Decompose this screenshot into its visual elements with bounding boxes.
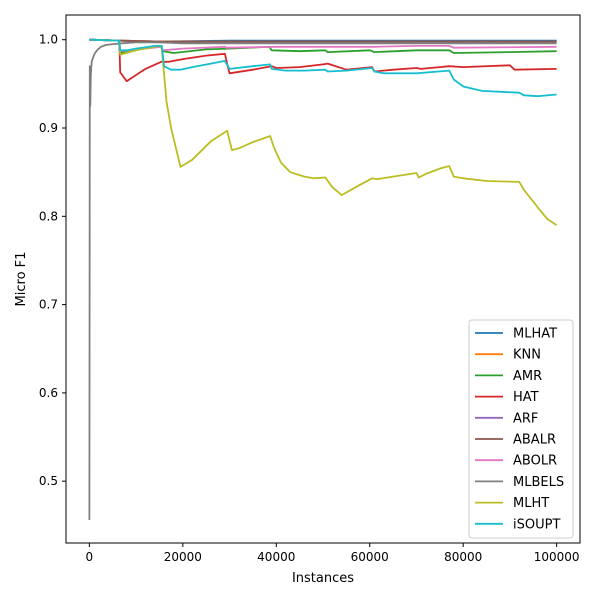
x-axis: 0 20000 40000 60000 80000 100000 (86, 543, 580, 564)
legend-label: iSOUPT (513, 517, 560, 532)
series-line-mlbels (88, 41, 557, 521)
legend-label: MLHT (513, 496, 549, 511)
x-tick-label: 100000 (534, 550, 580, 564)
legend: MLHAT KNN AMR HAT ARF ABALR ABOLR MLBELS MLHT iSO… (468, 319, 574, 539)
series-line-mlht (89, 38, 558, 226)
y-axis: 0.5 0.6 0.7 0.8 0.9 1.0 (39, 33, 66, 488)
y-tick-label: 0.5 (39, 474, 58, 488)
legend-label: HAT (513, 390, 539, 405)
x-tick-label: 60000 (351, 550, 389, 564)
legend-label: ABOLR (513, 454, 557, 469)
x-axis-label: Instances (292, 571, 354, 586)
x-tick-label: 20000 (164, 550, 202, 564)
y-tick-label: 0.9 (39, 121, 58, 135)
plot-lines (88, 38, 558, 521)
legend-label: MLHAT (513, 327, 557, 342)
series-line-isoupt (89, 38, 557, 98)
y-tick-label: 0.8 (39, 209, 58, 223)
legend-label: MLBELS (513, 475, 564, 490)
legend-label: AMR (513, 369, 542, 384)
legend-label: KNN (513, 348, 541, 363)
y-tick-label: 0.7 (39, 298, 58, 312)
y-axis-label: Micro F1 (14, 252, 29, 307)
series-line-hat (89, 38, 557, 83)
legend-label: ARF (513, 411, 538, 426)
plot-frame (65, 14, 581, 544)
legend-label: ABALR (513, 433, 556, 448)
x-tick-label: 80000 (444, 550, 482, 564)
y-tick-label: 0.6 (39, 386, 58, 400)
y-tick-label: 1.0 (39, 33, 58, 47)
x-tick-label: 40000 (257, 550, 295, 564)
x-tick-label: 0 (86, 550, 94, 564)
